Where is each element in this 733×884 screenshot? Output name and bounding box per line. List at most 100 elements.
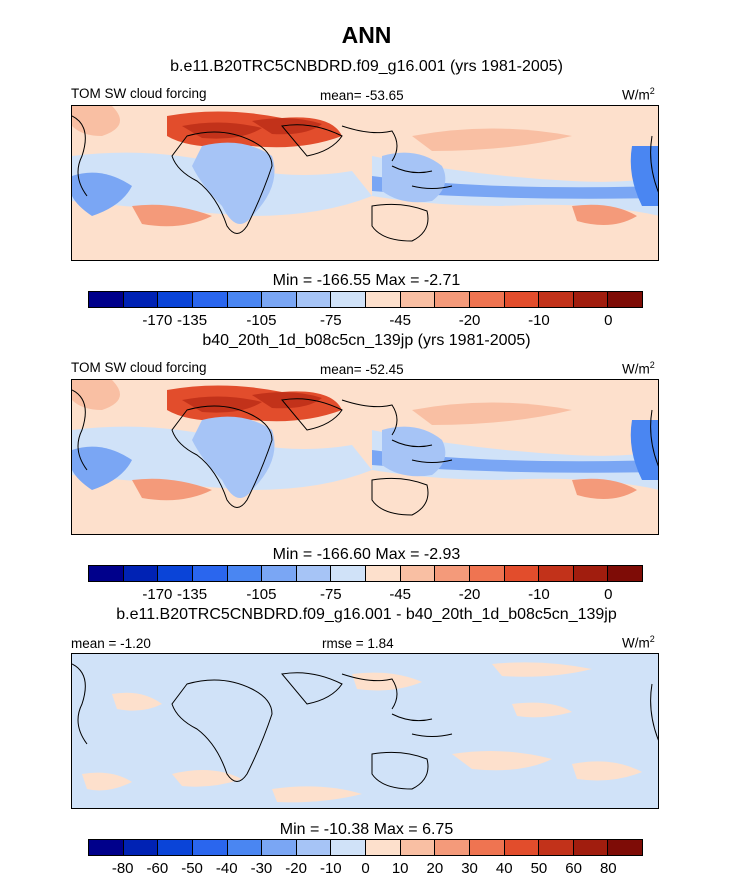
- panel3-units-label: W/m2: [622, 634, 655, 651]
- colorbar-swatch: [573, 292, 609, 307]
- colorbar-swatch: [262, 566, 297, 581]
- colorbar-swatch: [227, 566, 263, 581]
- colorbar-swatch: [469, 566, 505, 581]
- panel3-colorbar-ticks: -80 -60 -50 -40 -30 -20 -10 0 10 20 30 4…: [88, 860, 643, 880]
- colorbar-swatch: [366, 840, 401, 855]
- colorbar-swatch: [573, 840, 609, 855]
- colorbar-swatch: [227, 840, 263, 855]
- colorbar-swatch: [296, 840, 332, 855]
- colorbar-tick-label: 40: [495, 860, 513, 877]
- panel1-map: [71, 105, 659, 261]
- colorbar-swatch: [573, 566, 609, 581]
- colorbar-tick-label: -80: [111, 860, 134, 877]
- figure-title: ANN: [341, 22, 392, 48]
- colorbar-swatch: [400, 292, 436, 307]
- panel2-units-label: W/m2: [622, 360, 655, 377]
- colorbar-tick-label: -105: [246, 312, 277, 329]
- colorbar-swatch: [192, 566, 228, 581]
- colorbar-tick-label: -105: [246, 586, 277, 603]
- panel3-mean-label: mean = -1.20: [71, 636, 151, 651]
- colorbar-swatch: [539, 840, 574, 855]
- colorbar-tick-label: -45: [389, 312, 412, 329]
- colorbar-swatch: [435, 292, 470, 307]
- colorbar-swatch: [435, 840, 470, 855]
- colorbar-swatch: [435, 566, 470, 581]
- colorbar-swatch: [158, 840, 193, 855]
- colorbar-tick-label: -75: [319, 586, 342, 603]
- colorbar-swatch: [504, 292, 540, 307]
- colorbar-swatch: [123, 566, 159, 581]
- panel3-map: [71, 653, 659, 809]
- panel3-rmse-label: rmse = 1.84: [322, 636, 394, 651]
- panel2-map: [71, 379, 659, 535]
- colorbar-swatch: [469, 840, 505, 855]
- colorbar-swatch: [366, 292, 401, 307]
- colorbar-swatch: [331, 566, 366, 581]
- colorbar-swatch: [504, 840, 540, 855]
- colorbar-tick-label: 50: [530, 860, 548, 877]
- colorbar-swatch: [123, 292, 159, 307]
- colorbar-tick-label: -10: [528, 586, 550, 603]
- colorbar-swatch: [123, 840, 159, 855]
- colorbar-swatch: [158, 566, 193, 581]
- colorbar-swatch: [192, 840, 228, 855]
- panel3-minmax: Min = -10.38 Max = 6.75: [279, 821, 454, 838]
- colorbar-swatch: [504, 566, 540, 581]
- colorbar-tick-label: -10: [319, 860, 342, 877]
- colorbar-tick-label: -40: [215, 860, 238, 877]
- panel1-field-label: TOM SW cloud forcing: [71, 86, 207, 101]
- panel1-subtitle: b.e11.B20TRC5CNBDRD.f09_g16.001 (yrs 198…: [170, 58, 563, 75]
- panel3-subtitle: b.e11.B20TRC5CNBDRD.f09_g16.001 - b40_20…: [116, 606, 617, 623]
- colorbar-tick-label: -60: [146, 860, 169, 877]
- colorbar-swatch: [608, 566, 642, 581]
- colorbar-swatch: [262, 840, 297, 855]
- colorbar-tick-label: -170: [142, 586, 173, 603]
- colorbar-swatch: [227, 292, 263, 307]
- panel1-minmax: Min = -166.55 Max = -2.71: [272, 272, 461, 289]
- colorbar-tick-label: -10: [528, 312, 550, 329]
- colorbar-swatch: [469, 292, 505, 307]
- colorbar-swatch: [89, 840, 124, 855]
- panel1-units-label: W/m2: [622, 86, 655, 103]
- colorbar-tick-label: 20: [426, 860, 444, 877]
- colorbar-tick-label: -30: [250, 860, 273, 877]
- colorbar-tick-label: 30: [461, 860, 478, 877]
- colorbar-swatch: [539, 566, 574, 581]
- colorbar-tick-label: -75: [319, 312, 342, 329]
- panel1-colorbar-ticks: -170 -135 -105 -75 -45 -20 -10 0: [88, 312, 643, 332]
- colorbar-tick-label: 0: [604, 312, 613, 329]
- colorbar-swatch: [331, 292, 366, 307]
- colorbar-swatch: [89, 566, 124, 581]
- colorbar-tick-label: -20: [285, 860, 307, 877]
- colorbar-tick-label: -135: [177, 586, 208, 603]
- colorbar-tick-label: -20: [458, 312, 481, 329]
- colorbar-swatch: [608, 840, 642, 855]
- colorbar-tick-label: -135: [177, 312, 208, 329]
- colorbar-tick-label: 80: [599, 860, 617, 877]
- colorbar-swatch: [296, 566, 332, 581]
- colorbar-tick-label: 10: [391, 860, 409, 877]
- panel2-colorbar: [88, 565, 643, 582]
- colorbar-swatch: [608, 292, 642, 307]
- colorbar-tick-label: -50: [181, 860, 203, 877]
- colorbar-tick-label: -170: [142, 312, 173, 329]
- panel2-minmax: Min = -166.60 Max = -2.93: [272, 546, 461, 563]
- colorbar-tick-label: -20: [458, 586, 481, 603]
- colorbar-swatch: [400, 840, 436, 855]
- colorbar-swatch: [400, 566, 436, 581]
- colorbar-swatch: [331, 840, 366, 855]
- panel2-colorbar-ticks: -170 -135 -105 -75 -45 -20 -10 0: [88, 586, 643, 606]
- panel1-mean-label: mean= -53.65: [320, 88, 404, 103]
- colorbar-swatch: [296, 292, 332, 307]
- panel3-colorbar: [88, 839, 643, 856]
- colorbar-tick-label: -45: [389, 586, 412, 603]
- colorbar-swatch: [158, 292, 193, 307]
- colorbar-swatch: [262, 292, 297, 307]
- colorbar-swatch: [539, 292, 574, 307]
- panel1-colorbar: [88, 291, 643, 308]
- colorbar-swatch: [366, 566, 401, 581]
- panel2-subtitle: b40_20th_1d_b08c5cn_139jp (yrs 1981-2005…: [202, 332, 531, 349]
- panel2-mean-label: mean= -52.45: [320, 362, 404, 377]
- colorbar-tick-label: 60: [565, 860, 582, 877]
- colorbar-swatch: [89, 292, 124, 307]
